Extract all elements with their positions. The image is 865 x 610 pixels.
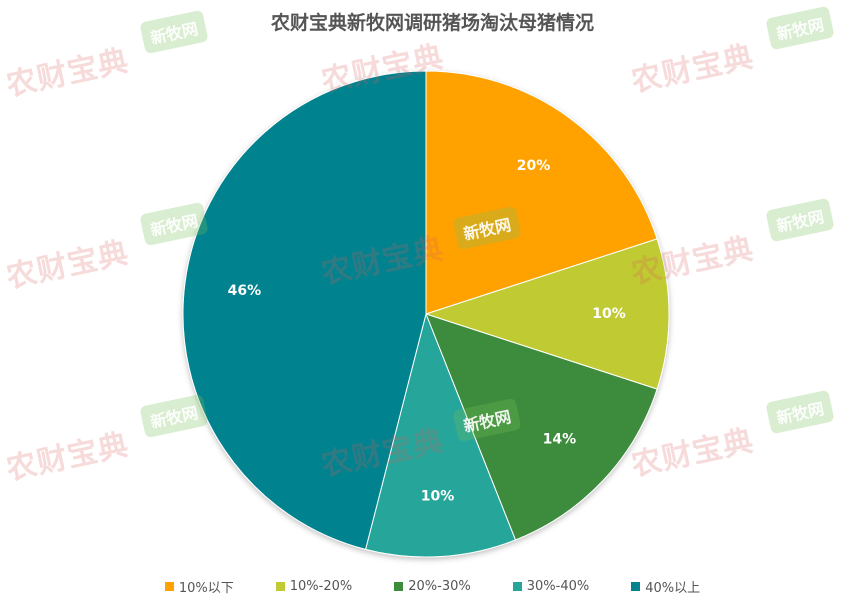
pie-slices: [182, 70, 670, 558]
legend-item-0[interactable]: 10%以下: [164, 577, 234, 596]
legend-label: 10%-20%: [289, 579, 353, 594]
legend-swatch: [394, 582, 404, 591]
chart-title: 农财宝典新牧网调研猪场淘汰母猪情况: [270, 12, 594, 34]
slice-label-0: 20%: [517, 158, 551, 174]
pie-slice-2[interactable]: [425, 313, 658, 541]
legend-swatch: [275, 582, 285, 591]
legend-label: 30%-40%: [526, 579, 590, 594]
legend-label: 20%-30%: [408, 579, 471, 594]
legend-swatch: [631, 582, 641, 591]
legend: 10%以下 10%-20% 20%-30% 30%-40% 40%以上: [0, 577, 865, 596]
legend-item-2[interactable]: 20%-30%: [394, 577, 471, 596]
legend-item-1[interactable]: 10%-20%: [275, 577, 353, 596]
slice-label-2: 14%: [543, 431, 577, 447]
pie-slice-1[interactable]: [424, 238, 670, 390]
pie-slice-3[interactable]: [364, 312, 517, 558]
legend-label: 10%以下: [178, 581, 234, 596]
slice-label-4: 46%: [228, 283, 262, 299]
pie-slice-0[interactable]: [425, 70, 658, 315]
legend-swatch: [164, 582, 174, 591]
legend-item-4[interactable]: 40%以上: [631, 577, 700, 596]
legend-label: 40%以上: [645, 581, 701, 596]
legend-swatch: [512, 582, 522, 591]
slice-label-3: 10%: [421, 489, 455, 505]
pie-slice-4[interactable]: [182, 70, 427, 550]
pie-labels: 20% 10% 14% 10% 46%: [228, 158, 626, 505]
slice-label-1: 10%: [592, 306, 626, 322]
legend-item-3[interactable]: 30%-40%: [512, 577, 590, 596]
